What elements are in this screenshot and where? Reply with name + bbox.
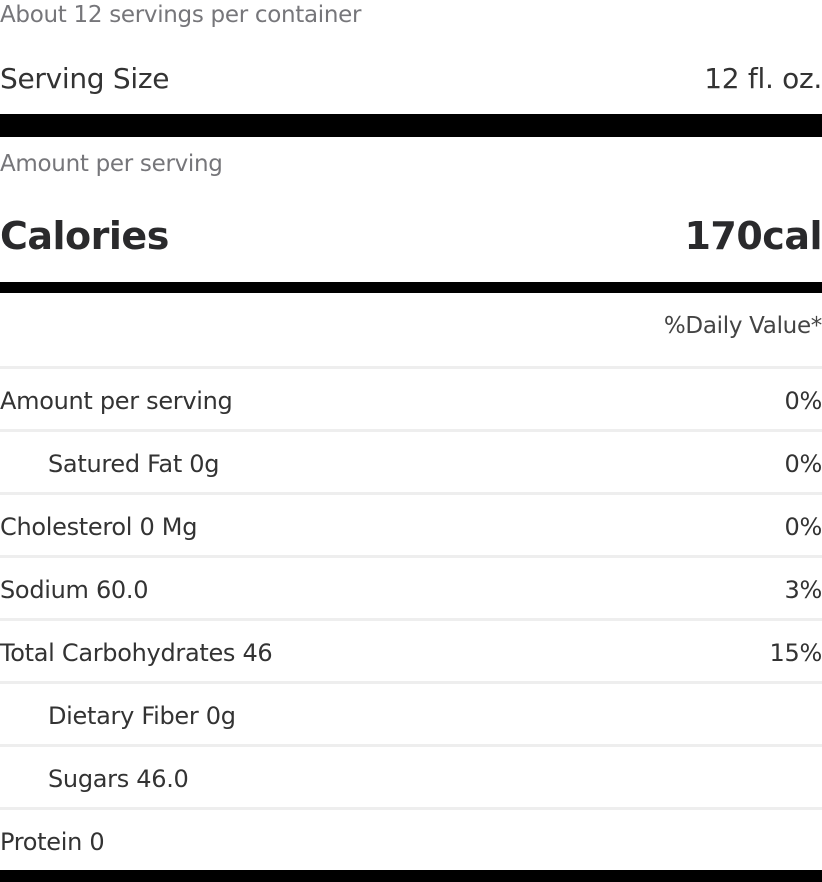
thick-divider [0, 114, 822, 137]
nutrient-daily-value: 3% [784, 576, 822, 604]
nutrient-label: Cholesterol 0 Mg [0, 513, 198, 541]
nutrient-label: Total Carbohydrates 46 [0, 639, 273, 667]
row-divider [0, 807, 822, 810]
medium-divider [0, 282, 822, 293]
row-divider [0, 618, 822, 621]
nutrient-row: Dietary Fiber 0g [0, 686, 822, 746]
serving-size-label: Serving Size [0, 61, 170, 95]
calories-row: Calories 170cal [0, 210, 822, 262]
nutrient-label: Dietary Fiber 0g [48, 702, 236, 730]
nutrient-daily-value: 15% [769, 639, 822, 667]
bottom-divider [0, 870, 822, 882]
row-divider [0, 744, 822, 747]
nutrient-row: Satured Fat 0g 0% [0, 434, 822, 494]
nutrient-row: Sodium 60.0 3% [0, 560, 822, 620]
nutrient-daily-value: 0% [784, 513, 822, 541]
nutrient-row: Amount per serving 0% [0, 371, 822, 431]
daily-value-header: %Daily Value* [663, 313, 822, 339]
nutrient-label: Protein 0 [0, 828, 105, 856]
row-divider [0, 429, 822, 432]
amount-per-serving-heading: Amount per serving [0, 151, 223, 177]
nutrient-label: Sugars 46.0 [48, 765, 189, 793]
row-divider [0, 366, 822, 369]
nutrient-row: Total Carbohydrates 46 15% [0, 623, 822, 683]
servings-per-container: About 12 servings per container [0, 2, 362, 28]
serving-size-row: Serving Size 12 fl. oz. [0, 58, 822, 98]
nutrient-row: Cholesterol 0 Mg 0% [0, 497, 822, 557]
row-divider [0, 681, 822, 684]
nutrient-row: Sugars 46.0 [0, 749, 822, 809]
serving-size-value: 12 fl. oz. [704, 61, 822, 95]
row-divider [0, 492, 822, 495]
nutrient-label: Amount per serving [0, 387, 233, 415]
row-divider [0, 555, 822, 558]
nutrient-label: Satured Fat 0g [48, 450, 220, 478]
calories-value: 170cal [684, 214, 822, 258]
calories-label: Calories [0, 214, 169, 258]
nutrient-label: Sodium 60.0 [0, 576, 149, 604]
nutrient-daily-value: 0% [784, 387, 822, 415]
nutrient-daily-value: 0% [784, 450, 822, 478]
nutrient-row: Protein 0 [0, 812, 822, 872]
